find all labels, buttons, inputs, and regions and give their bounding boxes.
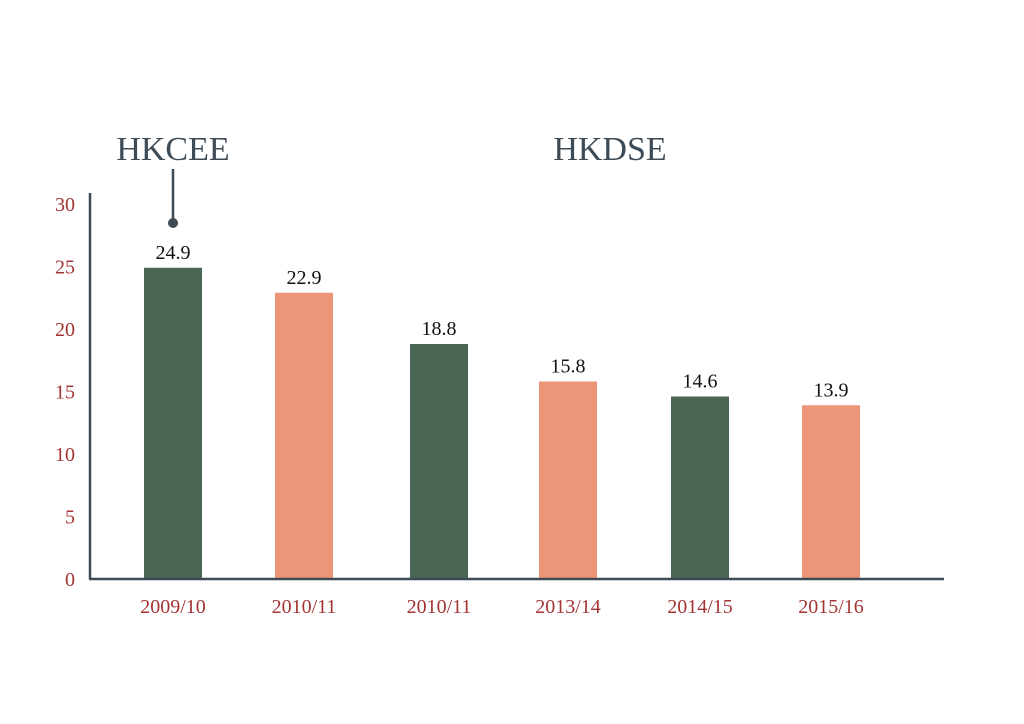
bar-value-label: 15.8	[551, 356, 586, 378]
x-tick-label: 2009/10	[140, 596, 206, 618]
x-tick-label: 2014/15	[667, 596, 733, 618]
bar	[275, 292, 333, 579]
y-tick-label: 15	[55, 382, 75, 404]
axes	[88, 193, 944, 581]
bar	[671, 396, 729, 579]
bar	[802, 405, 860, 579]
bar	[539, 381, 597, 579]
y-axis-ticks: 0 5 10 15 20 25 30	[55, 194, 75, 591]
bar-value-label: 14.6	[683, 371, 718, 393]
value-labels: 24.9 22.9 18.8 15.8 14.6 13.9	[156, 242, 849, 402]
bar-value-label: 13.9	[814, 379, 849, 401]
bar	[144, 267, 202, 579]
x-tick-label: 2015/16	[798, 596, 864, 618]
bar	[410, 344, 468, 579]
hkdse-label: HKDSE	[553, 131, 666, 168]
hkcee-pointer-dot	[168, 218, 178, 228]
x-tick-label: 2010/11	[407, 596, 472, 618]
y-tick-label: 30	[55, 194, 75, 216]
bars	[144, 267, 860, 579]
y-tick-label: 10	[55, 444, 75, 466]
bar-value-label: 22.9	[287, 267, 322, 289]
hkcee-label: HKCEE	[116, 131, 229, 168]
bar-value-label: 18.8	[422, 318, 457, 340]
x-axis-ticks: 2009/10 2010/11 2010/11 2013/14 2014/15 2015/…	[140, 596, 864, 618]
x-tick-label: 2013/14	[535, 596, 601, 618]
y-tick-label: 5	[65, 507, 75, 529]
bar-value-label: 24.9	[156, 242, 191, 264]
y-tick-label: 25	[55, 257, 75, 279]
annotations: HKCEE HKDSE	[116, 131, 667, 228]
y-tick-label: 20	[55, 319, 75, 341]
y-tick-label: 0	[65, 569, 75, 591]
x-tick-label: 2010/11	[272, 596, 337, 618]
